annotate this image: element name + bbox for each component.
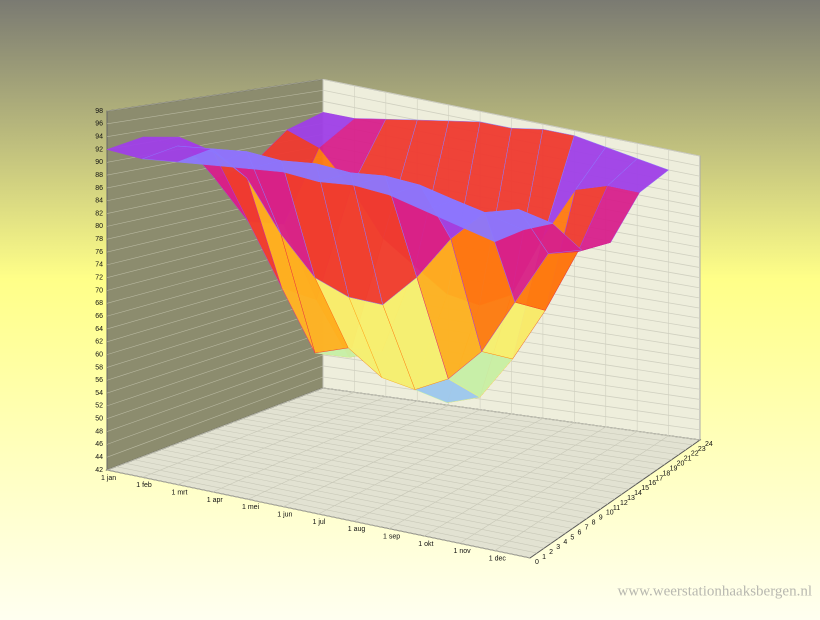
floor-line xyxy=(353,418,544,522)
x-tick-label: 1 mrt xyxy=(172,490,188,497)
z-tick-label: 74 xyxy=(95,262,103,269)
floor-line xyxy=(459,431,638,544)
y-tick-label: 13 xyxy=(627,495,635,502)
y-tick-label: 10 xyxy=(606,510,614,517)
y-tick-label: 24 xyxy=(705,441,713,448)
x-tick-label: 1 feb xyxy=(136,482,152,489)
grid-line xyxy=(106,376,324,458)
x-tick-label: 1 jun xyxy=(277,512,292,519)
floor-line xyxy=(424,426,606,537)
x-tick-label: 1 aug xyxy=(348,526,366,533)
floor-line xyxy=(283,409,481,507)
z-tick-label: 56 xyxy=(95,377,103,384)
y-tick-label: 19 xyxy=(670,465,678,472)
grid-line xyxy=(106,310,324,381)
z-tick-label: 64 xyxy=(95,326,103,333)
grid-line xyxy=(106,78,324,112)
y-tick-label: 2 xyxy=(549,549,553,556)
y-tick-label: 0 xyxy=(535,559,539,566)
y-tick-label: 7 xyxy=(585,524,589,531)
y-tick-label: 14 xyxy=(634,490,642,497)
y-tick-label: 8 xyxy=(592,520,596,527)
floor-line xyxy=(142,392,355,478)
floor-line xyxy=(247,405,449,500)
y-tick-label: 5 xyxy=(570,534,574,541)
grid-line xyxy=(106,343,324,419)
grid-line xyxy=(106,89,324,125)
z-tick-label: 88 xyxy=(95,172,103,179)
z-tick-label: 92 xyxy=(95,146,103,153)
surface xyxy=(106,112,670,404)
z-tick-label: 76 xyxy=(95,249,103,256)
y-tick-label: 11 xyxy=(613,505,620,512)
y-tick-label: 1 xyxy=(542,554,546,561)
x-tick-label: 1 sep xyxy=(383,534,400,541)
floor-line xyxy=(212,400,418,493)
z-tick-label: 96 xyxy=(95,121,103,128)
y-tick-label: 6 xyxy=(578,529,582,536)
x-tick-label: 1 mei xyxy=(242,504,260,511)
y-tick-label: 18 xyxy=(663,470,671,477)
z-tick-label: 54 xyxy=(95,390,103,397)
z-tick-label: 52 xyxy=(95,403,103,410)
z-tick-label: 50 xyxy=(95,416,103,423)
x-tick-label: 1 nov xyxy=(454,548,472,555)
surface-cell xyxy=(458,214,525,243)
x-tick-label: 1 jul xyxy=(313,519,326,526)
y-tick-label: 16 xyxy=(648,480,656,487)
grid-line xyxy=(106,332,324,407)
y-tick-label: 9 xyxy=(599,515,603,522)
y-tick-label: 15 xyxy=(641,485,649,492)
labels: 4244464850525456586062646668707274767880… xyxy=(95,108,713,566)
z-tick-label: 86 xyxy=(95,185,103,192)
grid-line xyxy=(106,321,324,394)
z-tick-label: 98 xyxy=(95,108,103,115)
z-tick-label: 90 xyxy=(95,159,103,166)
y-tick-label: 4 xyxy=(563,539,567,546)
x-tick-label: 1 okt xyxy=(418,541,433,548)
z-tick-label: 68 xyxy=(95,300,103,307)
z-tick-label: 48 xyxy=(95,428,103,435)
x-tick-label: 1 apr xyxy=(207,497,224,504)
grid-line xyxy=(106,101,324,137)
x-tick-label: 1 dec xyxy=(489,556,507,563)
z-tick-label: 46 xyxy=(95,441,103,448)
y-tick-label: 21 xyxy=(684,456,692,463)
z-tick-label: 94 xyxy=(95,133,103,140)
watermark: www.weerstationhaaksbergen.nl xyxy=(617,583,812,599)
x-tick-label: 1 jan xyxy=(101,475,116,482)
y-tick-label: 23 xyxy=(698,446,706,453)
grid-line xyxy=(106,354,324,432)
y-tick-label: 22 xyxy=(691,451,699,458)
grid-line xyxy=(106,299,324,368)
floor-line xyxy=(177,396,386,485)
z-tick-label: 78 xyxy=(95,236,103,243)
z-tick-label: 44 xyxy=(95,454,103,461)
z-tick-label: 80 xyxy=(95,223,103,230)
z-tick-label: 58 xyxy=(95,364,103,371)
floor-line xyxy=(388,422,575,529)
floor-line xyxy=(494,435,669,551)
z-tick-label: 82 xyxy=(95,210,103,217)
z-tick-label: 60 xyxy=(95,351,103,358)
grid-line xyxy=(106,365,324,445)
floor-line xyxy=(106,387,324,471)
y-tick-label: 3 xyxy=(556,544,560,551)
floor-line xyxy=(318,413,512,515)
z-tick-label: 84 xyxy=(95,198,103,205)
y-tick-label: 20 xyxy=(677,461,685,468)
z-tick-label: 72 xyxy=(95,275,103,282)
z-tick-label: 66 xyxy=(95,313,103,320)
y-tick-label: 12 xyxy=(620,500,628,507)
z-tick-label: 42 xyxy=(95,467,103,474)
grid-line xyxy=(106,288,324,355)
z-tick-label: 70 xyxy=(95,287,103,294)
y-tick-label: 17 xyxy=(655,475,663,482)
z-tick-label: 62 xyxy=(95,339,103,346)
